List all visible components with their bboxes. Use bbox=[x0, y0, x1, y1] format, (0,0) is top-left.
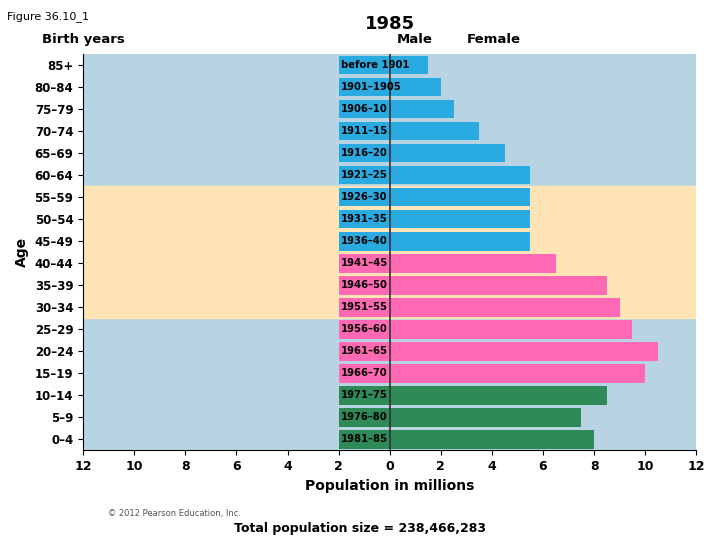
Text: Birth years: Birth years bbox=[42, 33, 125, 46]
Bar bbox=[338, 166, 530, 185]
Bar bbox=[338, 320, 632, 339]
Bar bbox=[338, 364, 645, 383]
Text: 1946–50: 1946–50 bbox=[341, 280, 388, 290]
Text: 1921–25: 1921–25 bbox=[341, 170, 388, 180]
Text: 1981–85: 1981–85 bbox=[341, 434, 388, 444]
Text: 1961–65: 1961–65 bbox=[341, 346, 388, 356]
Text: Total population size = 238,466,283: Total population size = 238,466,283 bbox=[234, 522, 486, 535]
Bar bbox=[338, 232, 530, 251]
Bar bbox=[338, 386, 607, 404]
Y-axis label: Age: Age bbox=[15, 237, 29, 267]
Text: 1956–60: 1956–60 bbox=[341, 324, 388, 334]
Text: 1916–20: 1916–20 bbox=[341, 148, 388, 158]
Text: 1911–15: 1911–15 bbox=[341, 126, 388, 136]
Bar bbox=[338, 276, 607, 294]
Bar bbox=[338, 100, 454, 118]
Title: 1985: 1985 bbox=[364, 15, 415, 33]
Text: before 1901: before 1901 bbox=[341, 60, 410, 70]
Text: 1926–30: 1926–30 bbox=[341, 192, 387, 202]
Bar bbox=[338, 144, 505, 163]
Bar bbox=[338, 254, 556, 273]
Text: 1966–70: 1966–70 bbox=[341, 368, 388, 378]
Bar bbox=[338, 430, 594, 449]
Text: © 2012 Pearson Education, Inc.: © 2012 Pearson Education, Inc. bbox=[108, 509, 241, 518]
Bar bbox=[338, 56, 428, 75]
Bar bbox=[338, 122, 479, 140]
Text: 1906–10: 1906–10 bbox=[341, 104, 388, 114]
Text: 1971–75: 1971–75 bbox=[341, 390, 388, 400]
Text: Female: Female bbox=[467, 33, 521, 46]
Text: 1901–1905: 1901–1905 bbox=[341, 82, 402, 92]
Bar bbox=[338, 342, 658, 361]
Text: 1941–45: 1941–45 bbox=[341, 258, 388, 268]
Bar bbox=[83, 186, 696, 318]
Bar bbox=[338, 298, 620, 316]
Text: Figure 36.10_1: Figure 36.10_1 bbox=[7, 11, 89, 22]
Text: 1976–80: 1976–80 bbox=[341, 413, 388, 422]
Text: 1936–40: 1936–40 bbox=[341, 236, 388, 246]
X-axis label: Population in millions: Population in millions bbox=[305, 478, 474, 492]
Text: 1951–55: 1951–55 bbox=[341, 302, 388, 312]
Text: Male: Male bbox=[396, 33, 432, 46]
Bar bbox=[338, 78, 441, 96]
Bar bbox=[338, 408, 581, 427]
Bar bbox=[338, 188, 530, 206]
Bar bbox=[338, 210, 530, 228]
Text: 1931–35: 1931–35 bbox=[341, 214, 388, 224]
